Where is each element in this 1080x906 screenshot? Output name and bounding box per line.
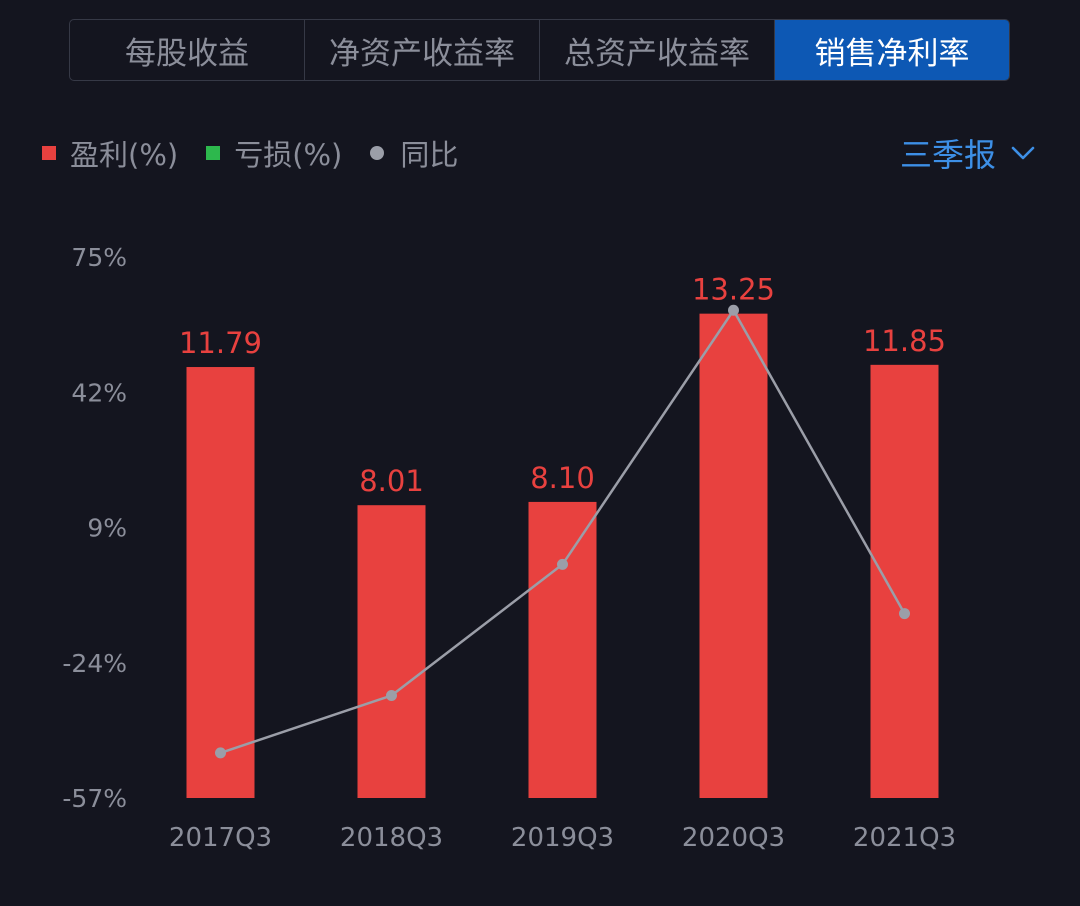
yoy-point [215,747,226,759]
x-tick-label: 2018Q3 [340,823,443,853]
yoy-point [728,304,739,316]
legend-item-profit: 盈利(%) [42,132,178,174]
chart-legend: 盈利(%) 亏损(%) 同比 [42,133,486,173]
profit-bar [357,505,426,798]
yoy-dot [370,146,385,160]
x-tick-label: 2021Q3 [853,823,956,853]
legend-label-loss: 亏损(%) [234,138,343,172]
tab-roe[interactable]: 净资产收益率 [305,20,540,80]
tab-eps[interactable]: 每股收益 [70,20,305,80]
y-tick-label: -57% [62,784,127,813]
y-tick-label: 42% [71,378,127,407]
legend-item-yoy: 同比 [370,132,458,174]
tab-roa[interactable]: 总资产收益率 [540,20,775,80]
yoy-point [557,558,568,570]
profit-bar [186,367,255,798]
tab-net-profit-margin[interactable]: 销售净利率 [775,20,1009,80]
legend-label-profit: 盈利(%) [70,138,179,172]
yoy-point [386,690,397,702]
profit-bar [870,364,939,798]
legend-label-yoy: 同比 [400,138,459,172]
bar-value-label: 11.85 [863,324,946,358]
y-tick-label: 9% [87,514,127,543]
chevron-down-icon [1011,146,1035,160]
loss-swatch [206,146,221,160]
metric-tabs: 每股收益 净资产收益率 总资产收益率 销售净利率 [69,19,1010,81]
profit-bar [528,501,597,798]
period-selector[interactable]: 三季报 [900,131,1036,175]
profit-bar [699,313,768,798]
bar-value-label: 11.79 [179,326,262,360]
x-tick-label: 2020Q3 [682,823,785,853]
legend-item-loss: 亏损(%) [206,132,342,174]
y-tick-label: -24% [62,649,127,678]
bar-value-label: 8.01 [359,464,424,498]
period-label: 三季报 [899,136,996,174]
bar-value-label: 13.25 [692,273,775,307]
profit-swatch [42,146,56,160]
x-tick-label: 2019Q3 [511,823,614,853]
yoy-point [899,608,910,620]
bar-value-label: 8.10 [530,461,595,495]
y-tick-label: 75% [71,243,127,272]
x-tick-label: 2017Q3 [169,823,272,853]
